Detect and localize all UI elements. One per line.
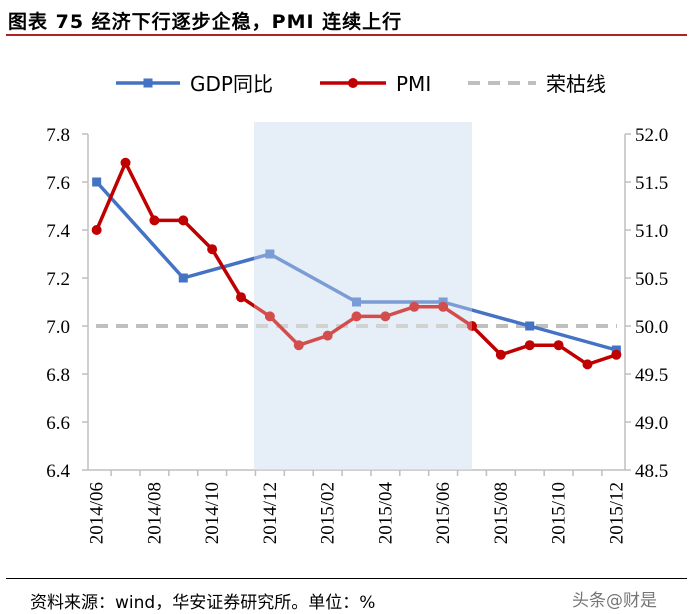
pmi-marker <box>409 301 420 312</box>
figure-source: 资料来源：wind，华安证券研究所。单位：% <box>30 593 376 613</box>
left-tick-label: 6.4 <box>46 461 70 482</box>
gdp-marker <box>92 177 102 187</box>
pmi-marker <box>553 340 564 351</box>
figure-title: 图表 75 经济下行逐步企稳，PMI 连续上行 <box>8 11 403 33</box>
axes: 6.4 6.6 6.8 7.0 7.2 7.4 7.6 7.8 48.5 49.0 49.5 50.0… <box>46 125 668 544</box>
pmi-marker <box>524 340 535 351</box>
series-layer <box>91 157 622 370</box>
pmi-marker <box>351 311 362 322</box>
legend: GDP同比 PMI 荣枯线 <box>116 72 606 96</box>
legend-gdp-label: GDP同比 <box>190 72 273 96</box>
left-tick-label: 7.6 <box>46 173 70 194</box>
watermark: 头条@财是 <box>572 591 657 611</box>
pmi-marker <box>438 301 449 312</box>
left-tick-label: 7.8 <box>46 125 70 146</box>
left-tick-label: 7.2 <box>46 269 70 290</box>
gdp-marker <box>178 273 188 283</box>
pmi-marker <box>207 244 218 255</box>
title-bar: 图表 75 经济下行逐步企稳，PMI 连续上行 <box>6 4 687 36</box>
x-tick-label: 2015/10 <box>549 482 570 544</box>
x-tick-label: 2015/06 <box>433 482 454 544</box>
x-tick-label: 2014/10 <box>202 482 223 544</box>
gdp-marker <box>352 297 361 307</box>
right-tick-label: 48.5 <box>635 461 668 482</box>
source-divider <box>6 578 687 579</box>
gdp-marker <box>265 249 275 259</box>
x-tick-label: 2015/04 <box>375 482 396 545</box>
highlight-overlay <box>254 122 472 470</box>
right-tick-label: 49.5 <box>635 365 668 386</box>
pmi-marker <box>466 321 477 331</box>
pmi-marker <box>149 215 160 226</box>
legend-pmi-label: PMI <box>396 72 431 96</box>
legend-pmi-marker <box>348 78 358 88</box>
right-tick-label: 52.0 <box>635 125 668 146</box>
right-tick-label: 51.5 <box>635 173 668 194</box>
right-tick-label: 50.5 <box>635 269 668 290</box>
highlight-band <box>254 122 472 470</box>
legend-gdp-marker <box>143 78 153 88</box>
pmi-marker <box>264 311 275 322</box>
pmi-marker <box>236 292 247 303</box>
line-chart: GDP同比 PMI 荣枯线 6.4 6.6 6.8 7.0 7.2 7.4 7.6 7.8 48.5… <box>46 72 668 544</box>
right-tick-label: 50.0 <box>635 317 668 338</box>
left-tick-label: 6.6 <box>46 413 70 434</box>
x-tick-label: 2015/02 <box>318 482 339 544</box>
right-tick-label: 49.0 <box>635 413 668 434</box>
pmi-marker <box>495 349 506 360</box>
pmi-marker <box>322 330 333 341</box>
pmi-marker <box>120 157 131 168</box>
pmi-marker <box>582 359 593 370</box>
x-tick-label: 2014/08 <box>144 482 165 544</box>
right-tick-label: 51.0 <box>635 221 668 242</box>
pmi-marker <box>178 215 189 226</box>
pmi-marker <box>91 225 102 235</box>
pmi-marker <box>611 349 622 360</box>
pmi-marker <box>380 311 391 322</box>
x-tick-label: 2014/06 <box>87 482 108 544</box>
legend-reference-label: 荣枯线 <box>546 72 606 96</box>
gdp-marker <box>525 321 535 331</box>
x-tick-label: 2014/12 <box>260 482 281 544</box>
left-tick-label: 7.0 <box>46 317 70 338</box>
x-tick-label: 2015/12 <box>606 482 627 544</box>
left-tick-label: 6.8 <box>46 365 70 386</box>
pmi-marker <box>293 340 304 351</box>
x-tick-label: 2015/08 <box>491 482 512 544</box>
left-tick-label: 7.4 <box>46 221 70 242</box>
